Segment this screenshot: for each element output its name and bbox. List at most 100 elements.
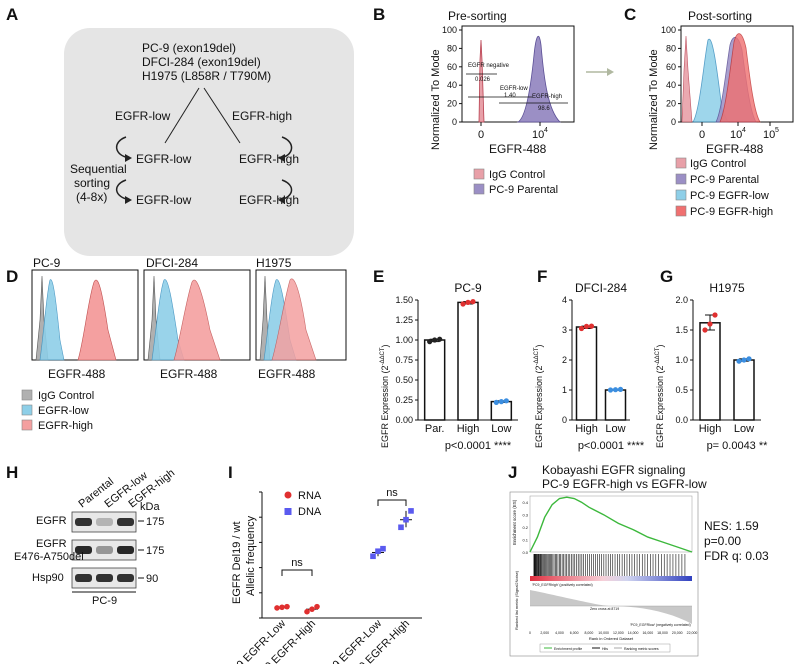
chart-E-ytick-label-1.25: 1.25 (395, 315, 413, 325)
chart-G-xtick-High: High (699, 423, 722, 435)
chart-G-point-Low-0 (736, 358, 742, 364)
chart-G-ylabel-main: EGFR Expression (2 (655, 365, 665, 448)
chart-E-xtick-High: High (457, 423, 480, 435)
chart-E-xtick-Par.: Par. (425, 423, 445, 435)
gate-high-value: 98.6 (538, 106, 550, 112)
chart-G-point-Low-2 (746, 356, 752, 362)
d-pc9-high (77, 279, 117, 361)
chart-J-xtick-11: 22,000 (687, 631, 698, 635)
chart-E-point-Par.-2 (437, 336, 443, 342)
gate-high-label: EGFR-high (532, 94, 562, 100)
chart-I-point-DNA-1-1 (403, 516, 409, 523)
chart-F-xtick-High: High (575, 423, 598, 435)
chart-E-point-Low-2 (503, 398, 509, 404)
low-label-2: EGFR-low (136, 152, 192, 166)
chart-I-point-RNA-1-0 (304, 608, 310, 615)
legend-b-parental-label: PC-9 Parental (489, 184, 558, 196)
chart-F-point-High-0 (578, 325, 585, 332)
blot-label-hsp90: Hsp90 (32, 572, 64, 584)
chart-G-ytick-label-1.5: 1.5 (675, 325, 688, 335)
chart-E-ytick-label-1.50: 1.50 (395, 295, 413, 305)
panel-c-ytick-label-60: 60 (666, 62, 676, 72)
chart-G-xtick-Low: Low (734, 423, 754, 435)
chart-I-point-RNA-1-1 (309, 606, 315, 612)
mw-label-3: 90 (146, 573, 158, 585)
chart-G-point-High-2 (712, 312, 718, 318)
chart-G-point-High-1 (707, 321, 713, 327)
chart-J-xtick-3: 6,000 (570, 631, 579, 635)
chart-I-ylabel-1: EGFR Del19 / wt (231, 521, 243, 604)
panel-b-ytick-label-0: 0 (452, 117, 457, 127)
blot-band-r1-l2 (117, 546, 134, 554)
chart-F-point-Low-1 (612, 387, 619, 393)
chart-J-xtick-9: 18,000 (657, 631, 668, 635)
panel-c-high-histogram (719, 33, 761, 123)
chart-G-bar-High (699, 322, 721, 421)
panel-c-xtick-exp-1: 4 (742, 127, 746, 134)
legend-d-igg-label: IgG Control (38, 390, 94, 402)
chart-I-legend-rna: RNA (298, 490, 322, 502)
panel-i-chart: EGFR Del19 / wt Allelic frequency ns ns RNA D… (221, 487, 422, 664)
cell-line-h1975: H1975 (L858R / T790M) (142, 69, 271, 83)
chart-J-ytick-0.4: 0.4 (522, 500, 528, 505)
chart-J-xtick-1: 2,000 (540, 631, 549, 635)
gate-negative-value: 0.026 (475, 77, 491, 83)
chart-J-legend-hits: Hits (602, 647, 608, 651)
chart-J-legend-es: Enrichment profile (554, 647, 582, 651)
chart-J-xtick-0: 0 (529, 631, 531, 635)
chart-G-ylabel-end: ) (655, 344, 665, 347)
legend-c-parental-label: PC-9 Parental (690, 174, 759, 186)
chart-E-point-High-2 (470, 299, 476, 305)
panel-a: PC-9 (exon19del) DFCI-284 (exon19del) H1… (64, 28, 354, 256)
chart-E-ylabel: EGFR Expression (2-ΔΔCT) (380, 344, 390, 448)
chart-E-ytick-label-0.50: 0.50 (395, 375, 413, 385)
legend-b-parental-swatch (473, 183, 485, 195)
chart-I-point-DNA-0-2 (380, 545, 386, 552)
chart-G-ylabel-sup: -ΔΔCT (655, 347, 661, 365)
d-dfci-low (151, 279, 185, 361)
chart-J-legend-metric: Ranking metric scores (624, 647, 659, 651)
chart-F-bar-Low (604, 389, 627, 421)
chart-J-ylabel-bottom: Ranked list metric (Signal2Noise) (514, 570, 519, 630)
panel-c-ytick-label-0: 0 (671, 117, 676, 127)
chart-J-xtick-5: 10,000 (598, 631, 609, 635)
legend-b-igg-swatch (473, 168, 485, 180)
chart-E-ylabel-sup: -ΔΔCT (380, 347, 386, 365)
panel-b-ytick-label-100: 100 (442, 25, 457, 35)
panel-c-title: Post-sorting (688, 9, 752, 23)
chart-E-ytick-label-1.00: 1.00 (395, 335, 413, 345)
chart-G-point-High-0 (702, 327, 708, 333)
chart-J-stat-2: FDR q: 0.03 (704, 549, 769, 563)
chart-E-point-Par.-0 (427, 339, 433, 345)
blot-label-egfr-del-2: E476-A750del (14, 551, 84, 563)
panel-c-xtick-label-0: 0 (699, 129, 705, 141)
d-h1975-high (271, 278, 317, 361)
chart-I-point-DNA-0-1 (375, 548, 381, 555)
sorting-label-2: sorting (74, 176, 110, 190)
low-label-3: EGFR-low (136, 193, 192, 207)
legend-d-igg-swatch (21, 389, 33, 401)
panel-c-xtick-label-1: 10 (730, 129, 742, 141)
chart-E-ytick-label-0.00: 0.00 (395, 415, 413, 425)
chart-E-pvalue: p<0.0001 **** (445, 440, 512, 452)
high-label-3: EGFR-high (239, 193, 299, 207)
panel-d: PC-9 DFCI-284 H1975 EGFR-488 EGFR-488 EG… (21, 256, 347, 432)
panel-h: Parental EGFR-low EGFR-high kDa EGFR EGF… (14, 467, 177, 607)
chart-F-ytick-label-2: 2 (562, 355, 567, 365)
panel-label-h: H (6, 463, 18, 482)
chart-J-xtick-6: 12,000 (613, 631, 624, 635)
blot-label-egfr: EGFR (36, 515, 67, 527)
sorting-label-1: Sequential (70, 162, 127, 176)
panel-b-xlabel: EGFR-488 (489, 142, 547, 156)
legend-c-igg-label: IgG Control (690, 158, 746, 170)
blot-rows (71, 511, 137, 589)
chart-J-xtick-7: 14,000 (628, 631, 639, 635)
panel-b-igg-histogram (478, 39, 485, 123)
chart-E-point-High-1 (465, 299, 471, 305)
chart-E-bar-Par. (423, 339, 446, 421)
panel-d-title-h1975: H1975 (256, 256, 292, 270)
chart-F-ytick-label-3: 3 (562, 325, 567, 335)
chart-E-point-Low-0 (493, 399, 499, 405)
arrowheads (125, 154, 285, 204)
